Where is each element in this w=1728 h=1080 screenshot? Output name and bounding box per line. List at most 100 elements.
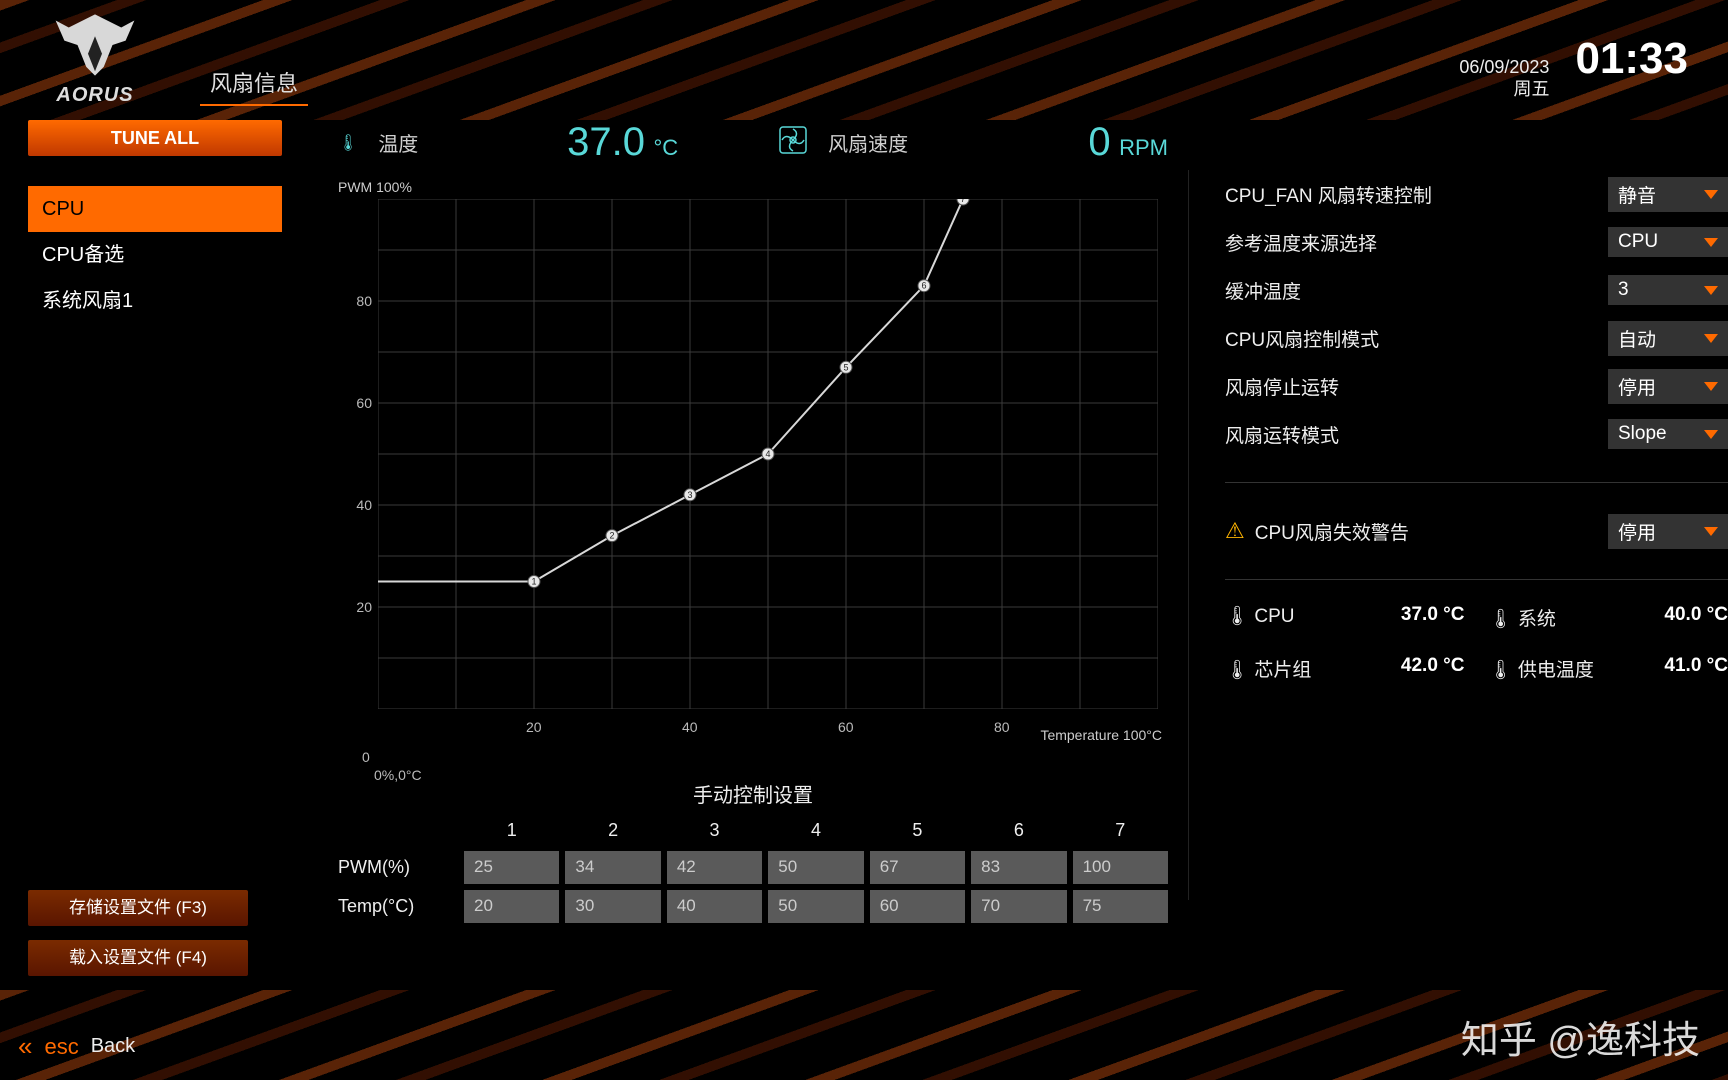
- setting-label-1: 参考温度来源选择: [1225, 229, 1377, 256]
- svg-text:5: 5: [843, 362, 848, 372]
- setting-label-0: CPU_FAN 风扇转速控制: [1225, 181, 1432, 208]
- setting-select-2[interactable]: 3: [1608, 275, 1728, 305]
- manual-cell[interactable]: 50: [768, 890, 863, 923]
- fan-fail-warning-select[interactable]: 停用: [1608, 514, 1728, 549]
- temp-value: 37.0 °C: [1401, 604, 1465, 631]
- xtick: 20: [526, 719, 542, 735]
- fan-item-1[interactable]: CPU备选: [28, 232, 282, 278]
- manual-cell[interactable]: 30: [565, 890, 660, 923]
- date-text: 06/09/2023: [1459, 57, 1549, 79]
- temp-label: 🌡 芯片组: [1225, 655, 1377, 682]
- manual-cell[interactable]: 40: [667, 890, 762, 923]
- fan-curve-chart[interactable]: PWM 100% 1234567 Temperature 100°C 20406…: [338, 179, 1168, 739]
- setting-select-3[interactable]: 自动: [1608, 321, 1728, 356]
- manual-table: 1234567PWM(%)253442506783100Temp(°C)2030…: [338, 816, 1168, 923]
- chart-ylabel: PWM 100%: [338, 179, 412, 195]
- setting-label-2: 缓冲温度: [1225, 277, 1301, 304]
- manual-cell[interactable]: 25: [464, 851, 559, 884]
- setting-select-4[interactable]: 停用: [1608, 369, 1728, 404]
- date-block: 06/09/2023 周五: [1459, 57, 1549, 100]
- fan-icon: [778, 125, 808, 160]
- chart-xlabel-right: Temperature 100°C: [1040, 727, 1162, 743]
- manual-cell[interactable]: 34: [565, 851, 660, 884]
- manual-col-head: 7: [1073, 816, 1168, 845]
- manual-col-head: 6: [971, 816, 1066, 845]
- manual-row-label: PWM(%): [338, 851, 458, 884]
- temp-label: 温度: [378, 128, 418, 157]
- manual-cell[interactable]: 75: [1073, 890, 1168, 923]
- chevron-down-icon: [1704, 527, 1718, 536]
- manual-col-head: 3: [667, 816, 762, 845]
- manual-cell[interactable]: 83: [971, 851, 1066, 884]
- xtick: 40: [682, 719, 698, 735]
- temp-value: 41.0 °C: [1664, 655, 1728, 682]
- rpm-value: 0: [1088, 120, 1110, 164]
- aorus-logo: AORUS: [30, 10, 160, 120]
- temp-value: 37.0: [567, 120, 645, 164]
- load-profile-button[interactable]: 载入设置文件 (F4): [28, 940, 248, 976]
- svg-text:3: 3: [687, 490, 692, 500]
- ytick: 60: [348, 395, 372, 411]
- manual-cell[interactable]: 20: [464, 890, 559, 923]
- setting-select-0[interactable]: 静音: [1608, 177, 1728, 212]
- manual-cell[interactable]: 42: [667, 851, 762, 884]
- setting-select-1[interactable]: CPU: [1608, 227, 1728, 257]
- temp-label: 🌡 供电温度: [1489, 655, 1641, 682]
- setting-label-5: 风扇运转模式: [1225, 421, 1339, 448]
- temp-value: 40.0 °C: [1664, 604, 1728, 631]
- setting-select-5[interactable]: Slope: [1608, 419, 1728, 449]
- svg-text:4: 4: [765, 449, 770, 459]
- xtick: 80: [994, 719, 1010, 735]
- rpm-label: 风扇速度: [828, 128, 908, 157]
- manual-cell[interactable]: 60: [870, 890, 965, 923]
- temp-label: 🌡 系统: [1489, 604, 1641, 631]
- temperature-readouts: 🌡 CPU 37.0 °C 🌡 系统 40.0 °C 🌡 芯片组 42.0 °C 🌡 …: [1225, 604, 1728, 682]
- esc-key-label: esc: [44, 1034, 78, 1060]
- manual-col-head: 1: [464, 816, 559, 845]
- svg-text:1: 1: [531, 577, 536, 587]
- thermometer-icon: 🌡: [338, 133, 358, 153]
- svg-text:7: 7: [960, 199, 965, 204]
- temp-label: 🌡 CPU: [1225, 604, 1377, 631]
- fan-list: CPUCPU备选系统风扇1: [28, 186, 288, 324]
- manual-cell[interactable]: 50: [768, 851, 863, 884]
- origin-zero: 0: [362, 749, 370, 765]
- ytick: 80: [348, 293, 372, 309]
- brand-text: AORUS: [56, 84, 133, 107]
- fan-fail-warning-label: CPU风扇失效警告: [1255, 518, 1409, 545]
- fan-item-2[interactable]: 系统风扇1: [28, 278, 282, 324]
- svg-text:6: 6: [921, 281, 926, 291]
- manual-title: 手动控制设置: [338, 779, 1168, 808]
- tune-all-button[interactable]: TUNE ALL: [28, 120, 282, 156]
- eagle-icon: [50, 10, 140, 80]
- svg-text:2: 2: [609, 531, 614, 541]
- fan-item-0[interactable]: CPU: [28, 186, 282, 232]
- tab-fan-info[interactable]: 风扇信息: [200, 66, 308, 106]
- chevron-down-icon: [1704, 286, 1718, 295]
- manual-cell[interactable]: 70: [971, 890, 1066, 923]
- chevron-down-icon: [1704, 430, 1718, 439]
- xtick: 60: [838, 719, 854, 735]
- back-label: Back: [91, 1035, 135, 1058]
- manual-col-head: 4: [768, 816, 863, 845]
- chevron-down-icon: [1704, 190, 1718, 199]
- chevron-down-icon: [1704, 238, 1718, 247]
- warning-icon: ⚠: [1225, 518, 1245, 544]
- manual-cell[interactable]: 67: [870, 851, 965, 884]
- chart-xlabel-left: 0%,0°C: [374, 767, 422, 783]
- setting-label-3: CPU风扇控制模式: [1225, 325, 1379, 352]
- save-profile-button[interactable]: 存储设置文件 (F3): [28, 890, 248, 926]
- temp-value: 42.0 °C: [1401, 655, 1465, 682]
- setting-label-4: 风扇停止运转: [1225, 373, 1339, 400]
- temp-unit: °C: [653, 135, 678, 160]
- chevron-down-icon: [1704, 334, 1718, 343]
- manual-col-head: 2: [565, 816, 660, 845]
- watermark-text: 知乎 @逸科技: [1461, 1009, 1700, 1064]
- manual-cell[interactable]: 100: [1073, 851, 1168, 884]
- chevron-down-icon: [1704, 382, 1718, 391]
- chevron-left-icon: «: [18, 1031, 32, 1062]
- clock-text: 01:33: [1575, 34, 1688, 84]
- manual-col-head: 5: [870, 816, 965, 845]
- back-button[interactable]: « esc Back: [18, 1031, 135, 1062]
- manual-row-label: Temp(°C): [338, 890, 458, 923]
